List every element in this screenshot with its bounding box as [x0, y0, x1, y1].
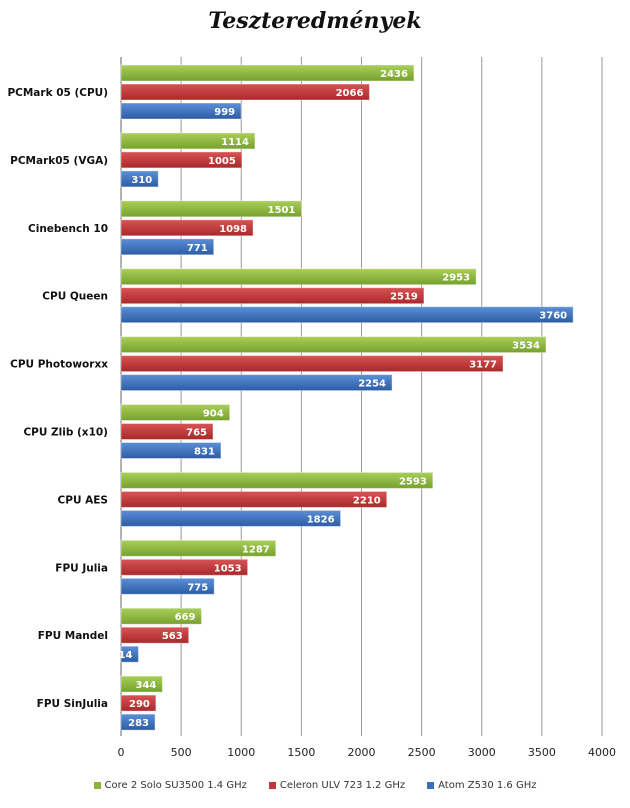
data-label: 1098	[219, 224, 247, 235]
x-tick-label: 3500	[528, 746, 556, 759]
bar	[120, 306, 574, 324]
bar	[120, 355, 504, 373]
data-label: 1114	[221, 137, 249, 148]
data-label: 3760	[539, 311, 567, 322]
bar	[120, 626, 190, 644]
category-label: CPU Zlib (x10)	[23, 427, 108, 439]
data-label: 344	[135, 680, 156, 691]
data-label: 563	[162, 631, 183, 642]
x-tick-label: 2000	[348, 746, 376, 759]
legend-label: Atom Z530 1.6 GHz	[438, 780, 537, 791]
legend-item: Celeron ULV 723 1.2 GHz	[268, 780, 406, 791]
x-tick-label: 2500	[408, 746, 436, 759]
legend-item: Core 2 Solo SU3500 1.4 GHz	[93, 780, 247, 791]
bar	[120, 404, 231, 421]
legend-swatch	[268, 782, 276, 789]
bar	[120, 675, 163, 693]
chart-title: Teszteredmények	[208, 8, 422, 34]
x-tick-label: 3000	[468, 746, 496, 759]
data-label: 310	[131, 175, 152, 186]
bar	[120, 219, 254, 237]
data-label: 2066	[336, 88, 364, 99]
bar	[120, 83, 370, 101]
bar	[120, 442, 222, 459]
legend-label: Core 2 Solo SU3500 1.4 GHz	[104, 780, 247, 791]
data-label: 2519	[390, 292, 418, 303]
data-label: 2254	[358, 379, 386, 390]
data-label: 1826	[307, 514, 335, 525]
data-label: 2953	[442, 273, 470, 284]
legend: Core 2 Solo SU3500 1.4 GHz Celeron ULV 72…	[0, 780, 630, 791]
data-label: 904	[203, 409, 224, 420]
data-label: 831	[194, 447, 215, 458]
data-label: 2210	[353, 495, 381, 506]
category-label: FPU SinJulia	[37, 698, 108, 710]
data-label: 14	[119, 650, 133, 661]
category-label: FPU Julia	[55, 562, 108, 574]
bar	[120, 577, 215, 595]
bar	[120, 490, 388, 508]
data-label: 771	[187, 243, 208, 254]
data-label: 2436	[380, 69, 408, 80]
bars	[120, 64, 574, 731]
bar	[120, 200, 302, 218]
x-tick-label: 1000	[227, 746, 255, 759]
legend-label: Celeron ULV 723 1.2 GHz	[279, 780, 406, 791]
labels: 0 500 1000 1500 2000 2500 3000 3500 4000 PCMark 0…	[7, 69, 616, 759]
bar	[120, 694, 157, 712]
bar	[120, 287, 425, 305]
legend-swatch	[93, 782, 101, 789]
x-tick-label: 1500	[287, 746, 315, 759]
bar	[120, 132, 256, 150]
data-label: 1501	[268, 205, 296, 216]
data-label: 765	[186, 428, 207, 439]
x-tick-label: 500	[171, 746, 192, 759]
bar	[120, 238, 215, 256]
category-label: CPU Photoworxx	[10, 359, 108, 371]
category-label: PCMark05 (VGA)	[10, 155, 108, 167]
data-label: 3177	[469, 360, 497, 371]
data-label: 669	[175, 612, 196, 623]
bar	[120, 170, 159, 188]
category-label: FPU Mandel	[38, 630, 108, 642]
data-label: 1005	[208, 156, 236, 167]
data-label: 999	[214, 107, 235, 118]
x-tick-label: 0	[118, 746, 125, 759]
bar	[120, 471, 434, 489]
bar	[120, 509, 342, 527]
bar	[120, 102, 242, 120]
data-label: 1287	[242, 544, 270, 555]
bar	[120, 151, 243, 169]
category-label: PCMark 05 (CPU)	[7, 87, 108, 99]
data-label: 775	[187, 582, 208, 593]
category-label: CPU Queen	[42, 291, 108, 303]
legend-item: Atom Z530 1.6 GHz	[427, 780, 536, 791]
bar	[120, 713, 156, 731]
data-label: 290	[129, 699, 150, 710]
data-label: 1053	[214, 563, 242, 574]
x-tick-label: 4000	[588, 746, 616, 759]
data-label: 2593	[399, 476, 427, 487]
bar	[120, 558, 249, 576]
bar	[120, 607, 202, 625]
bar	[120, 336, 547, 354]
bar	[120, 268, 477, 286]
category-label: CPU AES	[58, 494, 108, 506]
data-label: 3534	[512, 341, 540, 352]
bar	[120, 64, 415, 82]
legend-swatch	[427, 782, 435, 789]
bar	[120, 374, 393, 392]
bar	[120, 539, 277, 557]
bar	[120, 423, 214, 440]
data-label: 283	[128, 718, 149, 729]
category-label: Cinebench 10	[28, 223, 108, 235]
bar	[120, 645, 139, 663]
